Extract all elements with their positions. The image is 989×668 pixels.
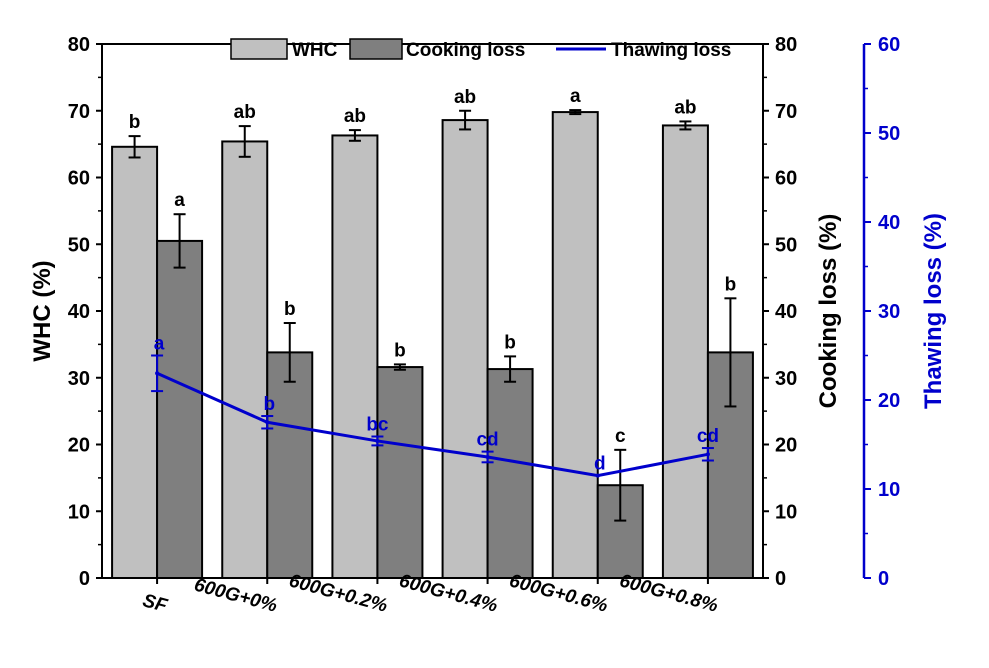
cooking-error-bar <box>393 363 406 371</box>
whc-bar <box>551 111 599 580</box>
whc-bar <box>441 119 489 579</box>
thawing-sig-label: cd <box>476 430 498 451</box>
right-tick-label: 80 <box>775 34 797 56</box>
whc-bar <box>661 124 709 579</box>
cooking-bar <box>376 366 424 579</box>
cooking-sig-label: c <box>615 426 626 447</box>
y-right-title: Cooking loss (%) <box>815 214 842 409</box>
thawing-loss-line <box>156 371 709 478</box>
right2-tick-label: 60 <box>878 34 900 56</box>
left-tick-label: 40 <box>68 301 90 323</box>
legend: WHC Cooking loss Thawing loss <box>230 38 731 61</box>
legend-label-whc: WHC <box>292 40 338 61</box>
cooking-sig-label: b <box>725 274 737 295</box>
left-tick-label: 10 <box>68 501 90 523</box>
whc-sig-label: ab <box>344 106 366 127</box>
cooking-error-bar <box>173 213 186 269</box>
y-left-title: WHC (%) <box>29 260 56 361</box>
thawing-sig-label: a <box>154 334 165 355</box>
whc-sig-label: a <box>570 86 581 107</box>
whc-bar <box>331 134 379 579</box>
right-tick-label: 40 <box>775 301 797 323</box>
thawing-point <box>375 438 380 443</box>
thawing-point <box>595 473 600 478</box>
whc-error-bar <box>679 120 692 131</box>
cooking-bar <box>706 351 754 580</box>
whc-sig-label: ab <box>674 97 696 118</box>
whc-sig-label: ab <box>234 102 256 123</box>
right-tick-label: 50 <box>775 234 797 256</box>
thawing-line-layer <box>151 354 714 478</box>
thawing-point <box>485 454 490 459</box>
whc-error-bar <box>348 129 361 142</box>
whc-error-bar <box>459 109 472 131</box>
cooking-error-bar <box>724 297 737 408</box>
cooking-error-bar <box>283 322 296 383</box>
thawing-point <box>705 452 710 457</box>
whc-error-bar <box>238 125 251 158</box>
left-tick-label: 0 <box>79 568 90 590</box>
whc-sig-label: b <box>129 112 141 133</box>
cooking-sig-label: b <box>394 340 406 361</box>
thawing-sig-label: bc <box>366 414 389 435</box>
cooking-sig-label: a <box>174 190 185 211</box>
cooking-bar <box>486 368 534 580</box>
thawing-sig-label: cd <box>697 426 719 447</box>
whc-bar <box>221 140 269 580</box>
axes-layer: 0 10 20 30 40 50 60 70 80 0 10 20 30 40 50 60 70 80 0 10 20 3… <box>29 34 947 617</box>
right2-tick-label: 0 <box>878 568 889 590</box>
legend-swatch-whc <box>230 38 288 60</box>
y-right2-title: Thawing loss (%) <box>920 213 947 409</box>
cooking-bar <box>266 351 314 580</box>
right2-tick-label: 40 <box>878 212 900 234</box>
right-tick-label: 30 <box>775 368 797 390</box>
left-tick-label: 20 <box>68 435 90 457</box>
right2-tick-label: 20 <box>878 390 900 412</box>
whc-error-bar <box>128 135 141 159</box>
cooking-error-bar <box>614 448 627 522</box>
whc-bar <box>111 145 159 579</box>
thawing-point <box>265 420 270 425</box>
left-tick-label: 60 <box>68 168 90 190</box>
thawing-sig-label: b <box>263 394 275 415</box>
left-tick-label: 70 <box>68 101 90 123</box>
whc-error-bar <box>569 109 582 116</box>
left-tick-label: 30 <box>68 368 90 390</box>
left-tick-label: 80 <box>68 34 90 56</box>
thawing-point <box>155 371 160 376</box>
right-tick-label: 20 <box>775 435 797 457</box>
cooking-sig-label: b <box>284 299 296 320</box>
right-tick-label: 10 <box>775 501 797 523</box>
right-tick-label: 60 <box>775 168 797 190</box>
cooking-error-bar <box>504 355 517 383</box>
cooking-bar <box>156 239 204 579</box>
right2-tick-label: 10 <box>878 479 900 501</box>
legend-label-cooking: Cooking loss <box>406 40 525 61</box>
legend-label-thawing: Thawing loss <box>611 40 731 61</box>
right-tick-label: 70 <box>775 101 797 123</box>
whc-sig-label: ab <box>454 87 476 108</box>
left-tick-label: 50 <box>68 234 90 256</box>
category-label: SF <box>140 590 170 617</box>
right-tick-label: 0 <box>775 568 786 590</box>
right2-tick-label: 50 <box>878 123 900 145</box>
legend-swatch-cooking <box>349 38 403 60</box>
thawing-sig-label: d <box>594 454 606 475</box>
bars-layer <box>111 109 754 580</box>
right2-tick-label: 30 <box>878 301 900 323</box>
cooking-sig-label: b <box>504 332 516 353</box>
